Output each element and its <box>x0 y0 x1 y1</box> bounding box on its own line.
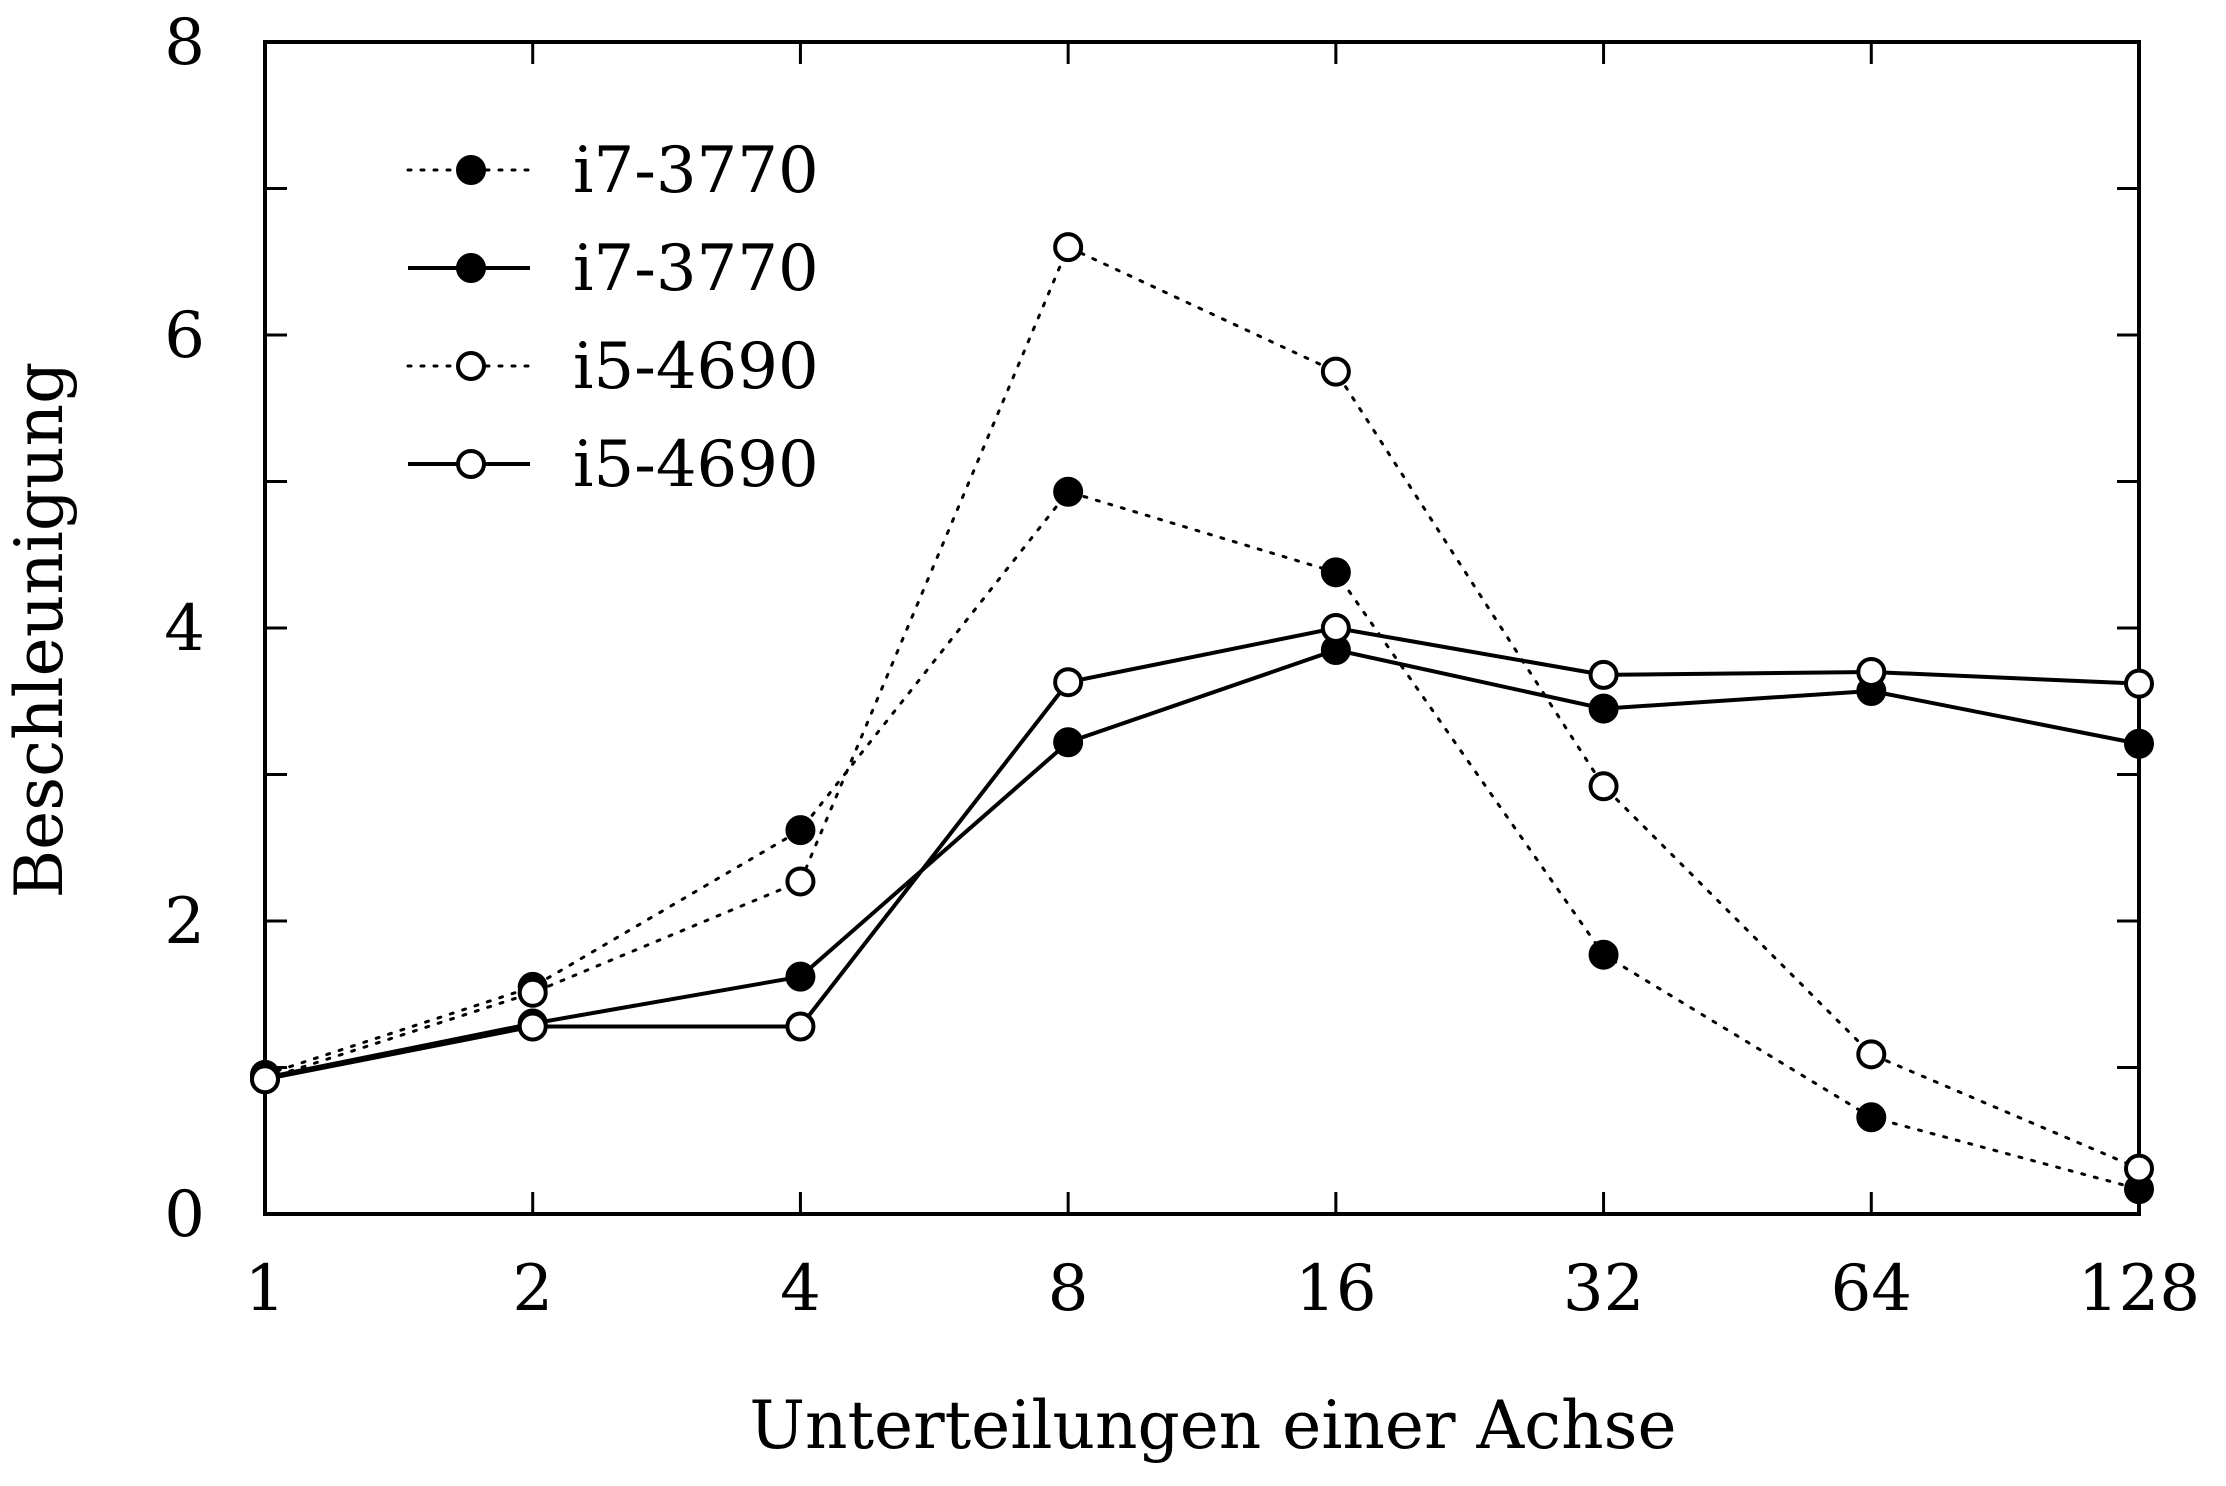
axis-ticks <box>263 40 2141 1216</box>
data-point-4 <box>1588 659 1619 690</box>
data-point-3 <box>1588 771 1619 802</box>
x-tick-label: 2 <box>512 1252 553 1326</box>
data-point-2 <box>785 961 816 992</box>
legend-label-1: i7-3770 <box>573 134 819 208</box>
legend-marker-2 <box>456 253 486 283</box>
x-tick-label: 16 <box>1295 1252 1376 1326</box>
legend-marker-1 <box>456 155 486 185</box>
data-point-4 <box>1320 613 1351 643</box>
data-point-4 <box>517 1011 548 1042</box>
plot-frame <box>263 40 2141 1216</box>
data-point-2 <box>1588 693 1619 724</box>
y-tick-labels: 0 2 4 6 8 <box>164 6 205 1252</box>
data-point-3 <box>1320 356 1351 387</box>
series-line-2 <box>264 647 2140 1080</box>
plot-border <box>263 40 2141 1216</box>
data-point-4 <box>1856 656 1887 687</box>
series-line-1 <box>263 490 2141 1191</box>
x-tick-label: 64 <box>1831 1252 1912 1326</box>
legend-label-4: i5-4690 <box>573 428 819 502</box>
series-line-3 <box>263 245 2141 1171</box>
legend-marker-4 <box>456 449 486 479</box>
series-group <box>250 232 2154 1205</box>
legend: i7-3770 i7-3770 i5-4690 i5-4690 <box>406 134 819 502</box>
data-point-2 <box>1053 727 1084 758</box>
data-point-4 <box>250 1064 280 1095</box>
y-axis-title: Beschleunigung <box>1 362 78 899</box>
data-point-2 <box>2124 728 2154 759</box>
y-tick-label: 2 <box>164 885 205 959</box>
y-tick-label: 0 <box>164 1178 205 1252</box>
x-tick-label: 8 <box>1048 1252 1089 1326</box>
legend-label-3: i5-4690 <box>573 330 819 404</box>
data-point-4 <box>785 1011 816 1042</box>
series-line-4 <box>264 625 2140 1082</box>
data-point-1 <box>1320 557 1351 588</box>
data-point-1 <box>785 815 816 846</box>
y-tick-label: 8 <box>164 6 205 80</box>
data-point-4 <box>2124 668 2154 699</box>
data-point-4 <box>1053 667 1084 698</box>
x-tick-label: 32 <box>1563 1252 1644 1326</box>
data-point-1 <box>1856 1102 1887 1133</box>
data-point-3 <box>2124 1153 2154 1184</box>
legend-label-2: i7-3770 <box>573 232 819 306</box>
x-tick-label: 1 <box>245 1252 286 1326</box>
x-axis-title: Unterteilungen einer Achse <box>749 1387 1676 1464</box>
data-point-3 <box>1053 232 1084 263</box>
data-point-3 <box>517 977 548 1008</box>
x-tick-label: 4 <box>780 1252 821 1326</box>
legend-marker-3 <box>456 351 486 381</box>
x-tick-labels: 1 2 4 8 16 32 64 128 <box>245 1252 2200 1326</box>
data-point-3 <box>1856 1039 1887 1070</box>
data-point-3 <box>785 866 816 897</box>
data-point-1 <box>1588 939 1619 970</box>
y-tick-label: 4 <box>164 592 205 666</box>
data-point-1 <box>1053 476 1084 507</box>
y-tick-label: 6 <box>164 299 205 373</box>
x-tick-label: 128 <box>2078 1252 2200 1326</box>
